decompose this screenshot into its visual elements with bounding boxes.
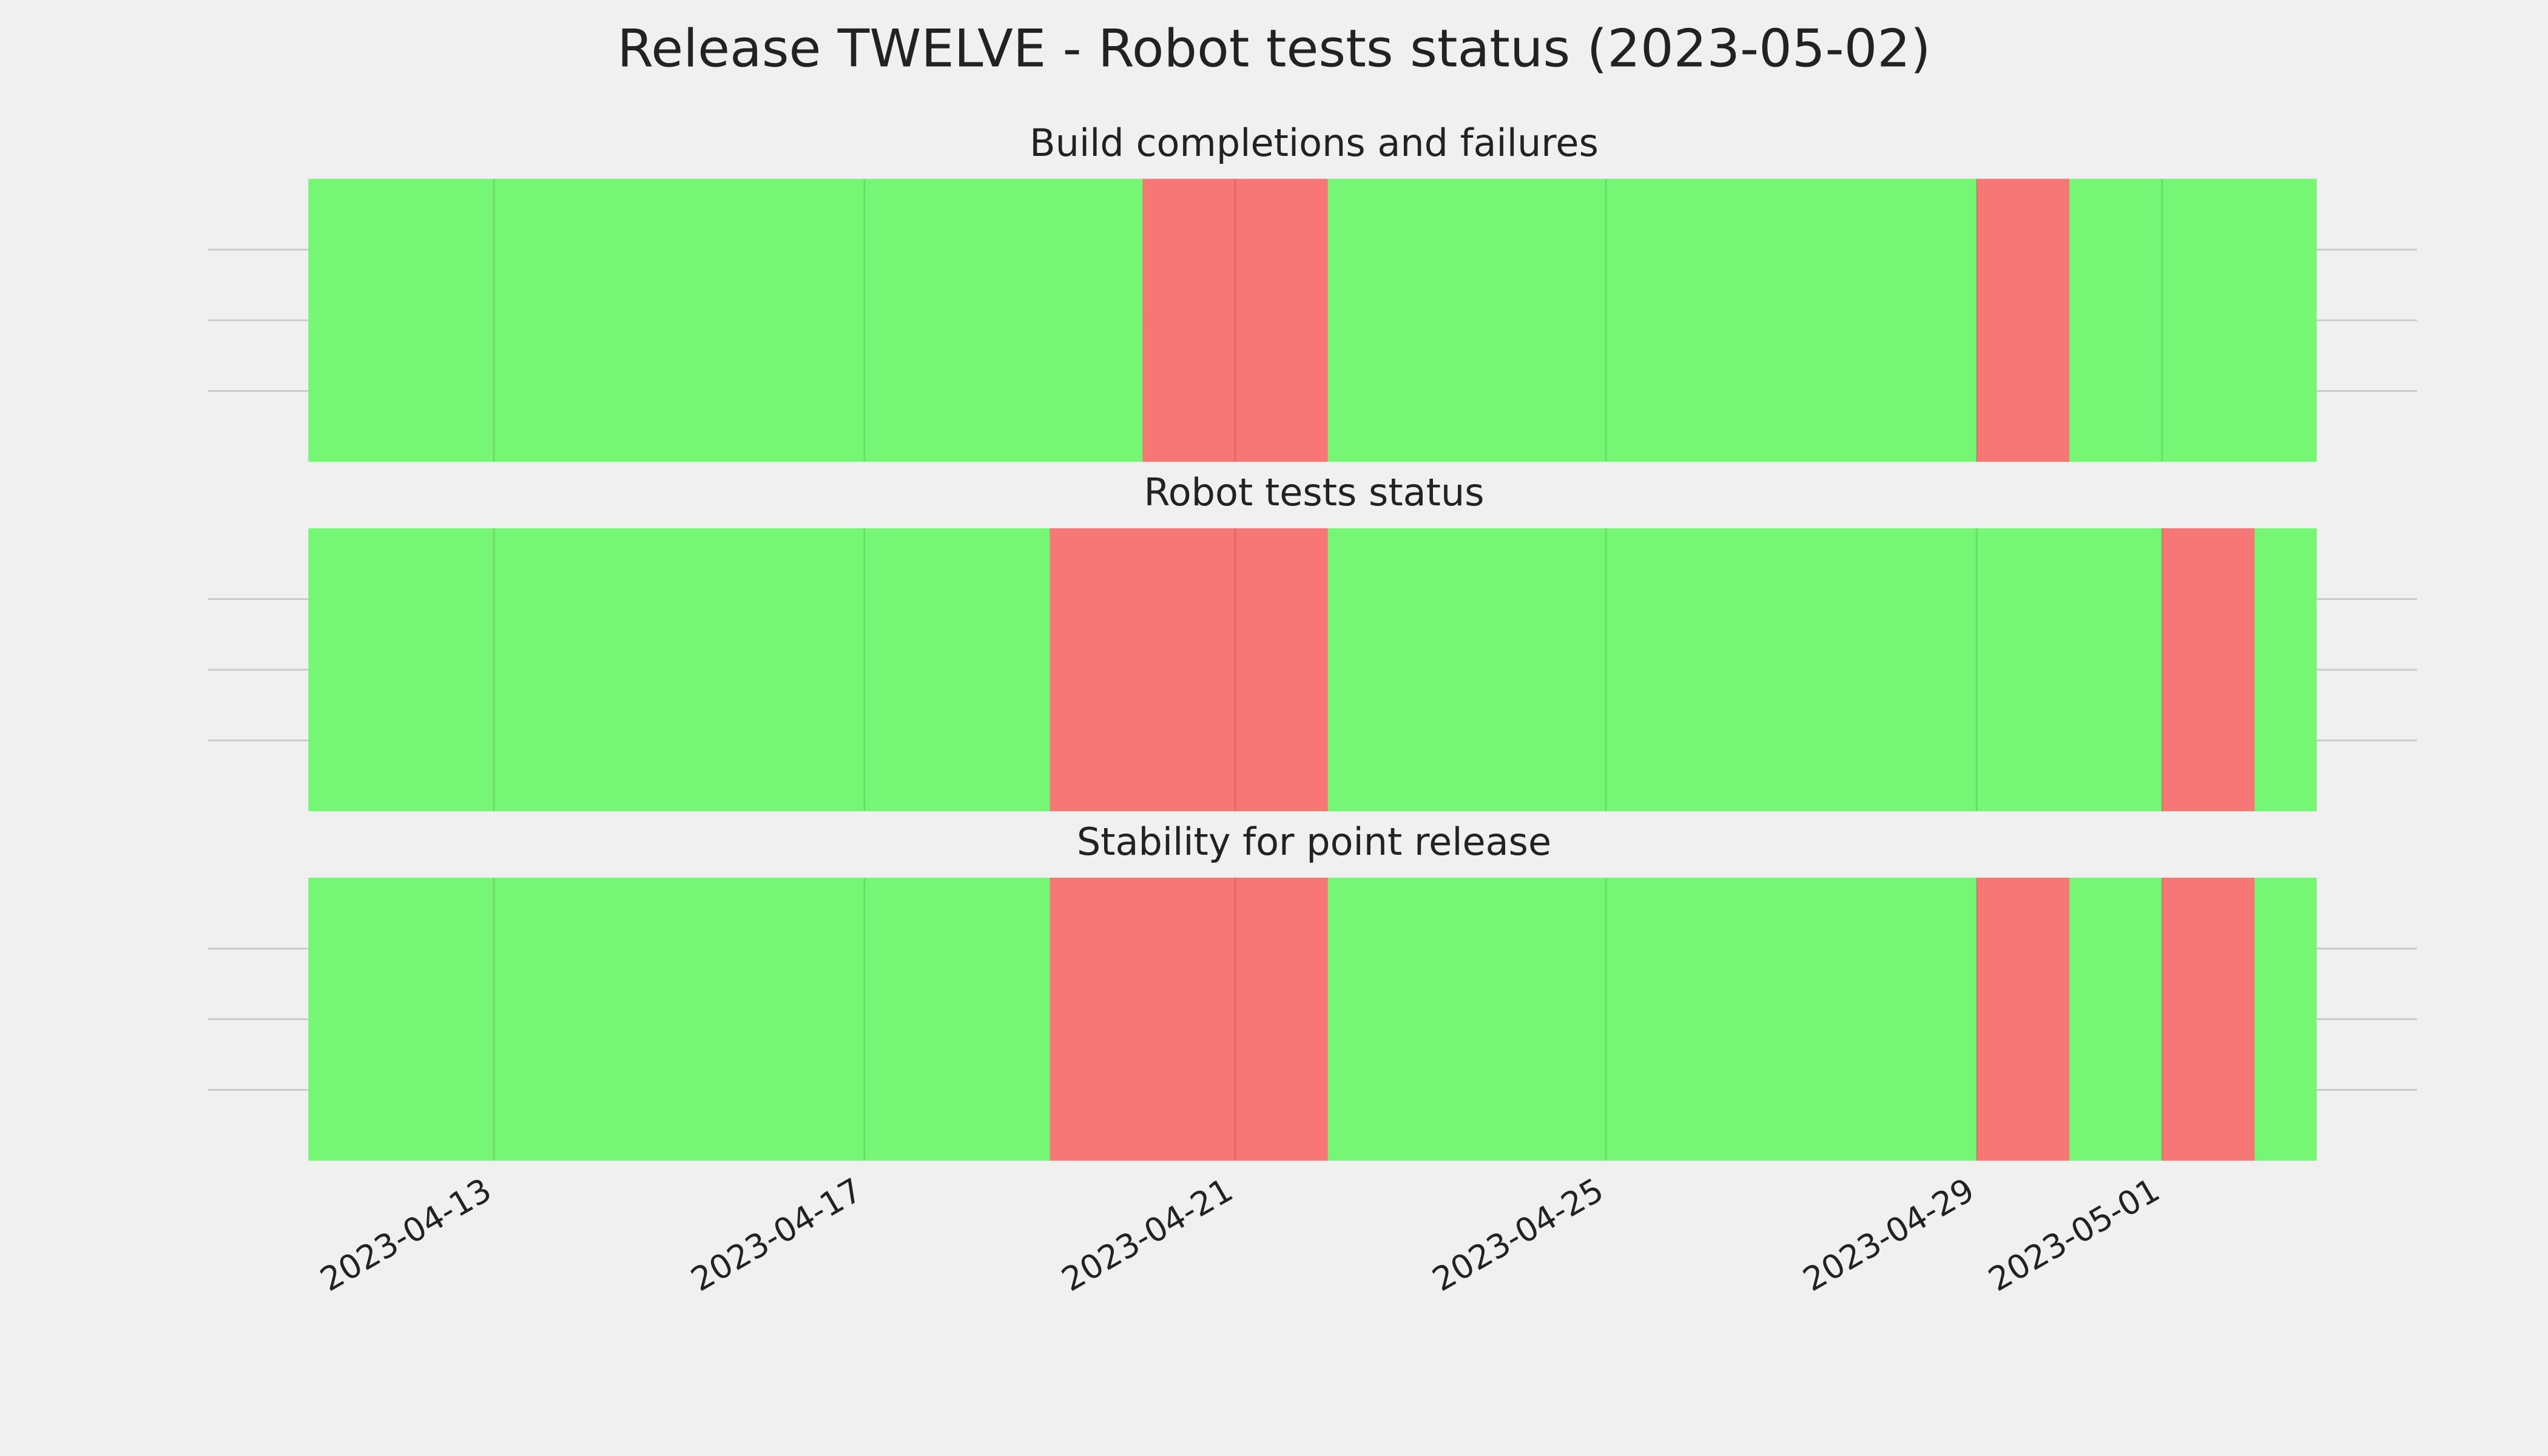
x-tick-label: 2023-04-29 (1797, 1171, 1981, 1299)
status-span (2162, 877, 2255, 1161)
x-tick-label: 2023-05-01 (1982, 1171, 2166, 1299)
subplot-title: Build completions and failures (1030, 121, 1599, 165)
status-span (1977, 178, 2070, 462)
status-span (308, 877, 1050, 1161)
status-span (2254, 877, 2317, 1161)
x-tick-label: 2023-04-25 (1426, 1171, 1609, 1299)
status-span (308, 528, 1050, 812)
status-span (2069, 877, 2163, 1161)
status-span (308, 178, 1143, 462)
x-tick-label: 2023-04-21 (1055, 1171, 1239, 1299)
x-tick-label: 2023-04-13 (314, 1171, 497, 1299)
status-span (2254, 528, 2317, 812)
chart-title: Release TWELVE - Robot tests status (202… (617, 18, 1930, 79)
status-span (2162, 528, 2255, 812)
status-span (1327, 178, 1977, 462)
subplot-title: Robot tests status (1144, 470, 1484, 514)
x-tick-label: 2023-04-17 (684, 1171, 868, 1299)
status-span (1050, 877, 1329, 1161)
subplot-title: Stability for point release (1077, 820, 1551, 864)
status-span (1050, 528, 1329, 812)
status-span (1327, 877, 1977, 1161)
status-span (1977, 877, 2070, 1161)
status-span (1327, 528, 2163, 812)
status-span (1142, 178, 1329, 462)
status-span (2069, 178, 2317, 462)
